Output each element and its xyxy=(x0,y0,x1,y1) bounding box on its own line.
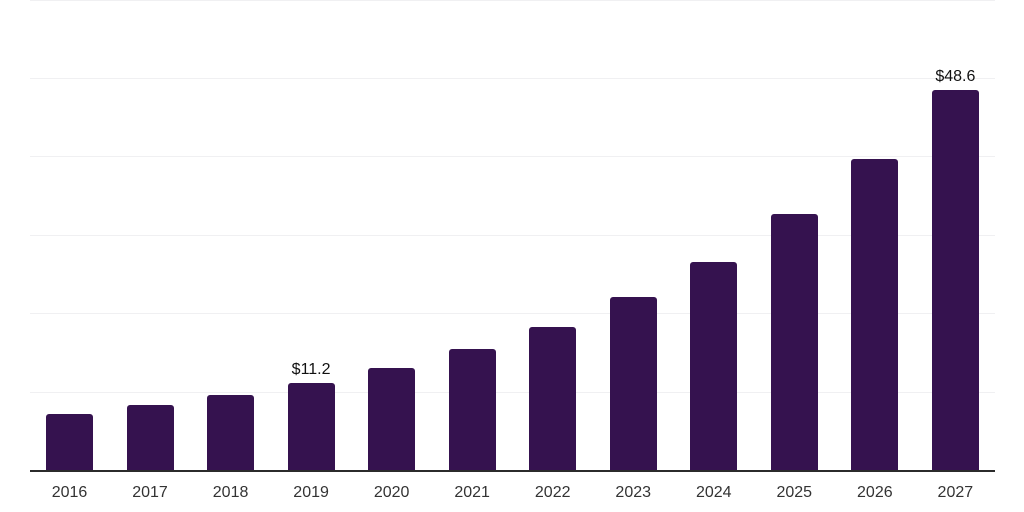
bar-slot-2016 xyxy=(46,413,93,471)
bar-2021 xyxy=(448,349,496,471)
bar-slot-2020 xyxy=(368,368,416,471)
bar-slot-2025 xyxy=(770,213,818,471)
gridline-60 xyxy=(30,0,995,1)
gridline-20 xyxy=(30,313,995,315)
bar-2027 xyxy=(931,89,979,471)
bar-2020 xyxy=(368,368,416,471)
x-tick-2017: 2017 xyxy=(132,484,168,501)
bar-slot-2021 xyxy=(448,349,496,471)
gridline-30 xyxy=(30,234,995,236)
x-tick-2024: 2024 xyxy=(695,484,732,501)
bar-value-label-2019: $11.2 xyxy=(291,361,331,379)
bar-2025 xyxy=(770,213,818,471)
x-tick-2025: 2025 xyxy=(776,484,813,501)
bar-2022 xyxy=(529,326,577,471)
gridline-40 xyxy=(30,156,995,158)
bar-2019 xyxy=(287,383,335,471)
bar-slot-2026 xyxy=(851,158,899,471)
bar-slot-2024 xyxy=(690,261,738,471)
bar-slot-2019: $11.2 xyxy=(287,362,335,471)
x-tick-2016: 2016 xyxy=(51,484,88,501)
bar-2023 xyxy=(609,296,657,471)
bar-2026 xyxy=(851,158,899,471)
bar-2016 xyxy=(46,413,93,471)
bar-slot-2022 xyxy=(529,326,577,471)
x-tick-2027: 2027 xyxy=(937,484,974,501)
x-tick-2022: 2022 xyxy=(534,484,571,501)
x-axis-tick-labels: 2016 2017 2018 2019 2020 2021 2022 2023 2024 2025… xyxy=(30,484,995,502)
x-tick-2018: 2018 xyxy=(212,484,249,501)
bar-slot-2018 xyxy=(207,394,255,471)
x-tick-2021: 2021 xyxy=(454,484,490,501)
gridline-50 xyxy=(30,78,995,79)
x-axis-line xyxy=(30,470,995,472)
x-tick-2020: 2020 xyxy=(373,484,410,501)
bar-slot-2017 xyxy=(126,405,174,471)
x-tick-2023: 2023 xyxy=(615,484,652,501)
x-tick-2019: 2019 xyxy=(293,484,329,501)
bar-2024 xyxy=(690,261,738,471)
x-tick-2026: 2026 xyxy=(857,484,893,501)
plot-area: $11.2 $48.6 xyxy=(30,0,995,472)
bar-slot-2023 xyxy=(609,296,657,471)
bar-value-label-2027: $48.6 xyxy=(935,67,976,85)
bar-2017 xyxy=(126,405,174,471)
bar-series: $11.2 $48.6 xyxy=(30,0,995,471)
bar-2018 xyxy=(207,394,255,471)
gridline-10 xyxy=(30,391,995,393)
bar-slot-2027: $48.6 xyxy=(931,68,979,471)
